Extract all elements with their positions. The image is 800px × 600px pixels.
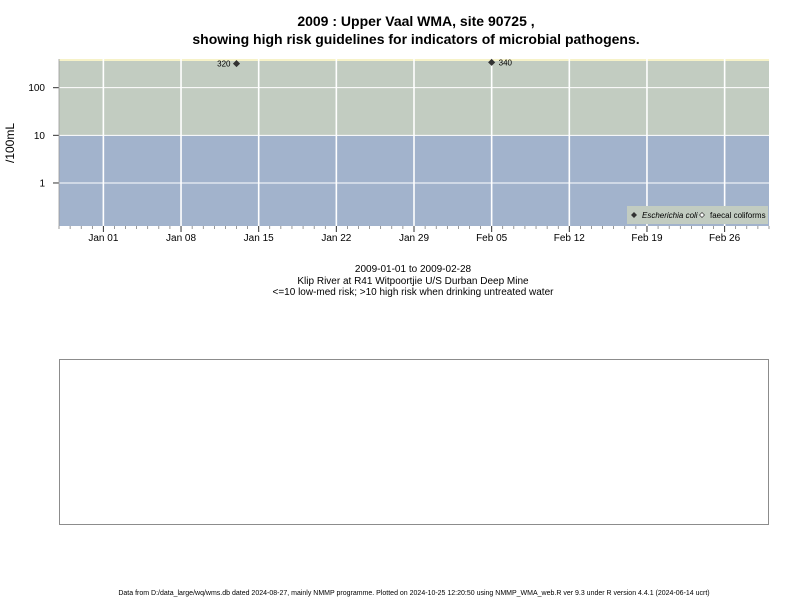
x-tick-label: Feb 19	[631, 233, 663, 244]
x-tick-label: Feb 26	[709, 233, 741, 244]
footer-note: Data from D:/data_large/wq/wms.db dated …	[118, 590, 710, 597]
x-tick-label: Feb 05	[476, 233, 508, 244]
y-tick-label: 1	[39, 178, 45, 189]
data-point-escherichia-coli	[488, 58, 496, 66]
y-tick-label: 10	[34, 131, 46, 142]
x-tick-label: Jan 01	[88, 233, 118, 244]
x-tick-label: Jan 29	[399, 233, 429, 244]
x-tick-label: Feb 12	[554, 233, 586, 244]
y-axis-label: /100mL	[3, 122, 17, 164]
legend-marker-2	[699, 212, 705, 218]
caption-date-range: 2009-01-01 to 2009-02-28	[354, 264, 472, 275]
legend-box	[627, 206, 768, 224]
legend-marker-1	[631, 212, 637, 218]
x-tick-label: Jan 08	[166, 233, 196, 244]
chart-title-line2: showing high risk guidelines for indicat…	[192, 31, 640, 47]
empty-plot-panel	[59, 359, 769, 525]
data-label: 320	[217, 60, 231, 69]
x-tick-label: Jan 15	[244, 233, 274, 244]
caption-risk-guideline: <=10 low-med risk; >10 high risk when dr…	[272, 287, 554, 298]
y-tick-label: 100	[28, 83, 45, 94]
data-point-escherichia-coli	[232, 60, 241, 68]
data-label: 340	[499, 58, 513, 67]
legend-label-2: faecal coliforms	[710, 211, 766, 220]
chart-title-line1: 2009 : Upper Vaal WMA, site 90725 ,	[297, 13, 535, 29]
chart-panel: Jan 01 Jan 08 Jan 15 Jan 22 Jan 29 Feb 05 Feb …	[28, 58, 770, 244]
caption-site-name: Klip River at R41 Witpoortjie U/S Durban…	[297, 276, 529, 287]
legend-label-1: Escherichia coli	[642, 211, 698, 220]
x-tick-label: Jan 22	[321, 233, 351, 244]
